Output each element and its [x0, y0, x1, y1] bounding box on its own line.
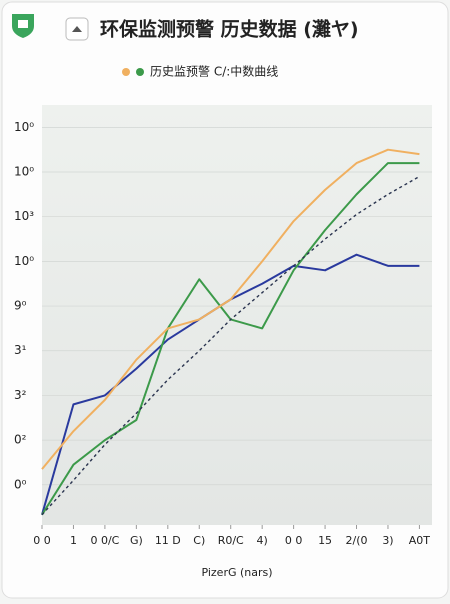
series-line [41, 148, 420, 470]
x-axis-label: PizerG (nars) [201, 566, 272, 579]
x-tick-label: 15 [318, 534, 332, 547]
app-icon-glyph [18, 20, 28, 28]
x-tick-label: R0/C [218, 534, 244, 547]
x-tick-label: G) [130, 534, 143, 547]
x-tick-label: 1 [70, 534, 77, 547]
legend-swatch [136, 68, 144, 76]
y-tick-label: 0² [14, 433, 27, 447]
y-tick-label: 10⁰ [14, 165, 34, 179]
y-tick-label: 10⁰ [14, 254, 34, 268]
x-tick-label: 3) [382, 534, 393, 547]
x-tick-label: 11 D [155, 534, 181, 547]
y-tick-label: 9⁰ [14, 299, 27, 313]
x-tick-label: 4) [257, 534, 268, 547]
x-tick-label: 0 0 [285, 534, 303, 547]
x-tick-label: 2/(0 [346, 534, 368, 547]
y-tick-label: 10⁰ [14, 120, 34, 134]
y-tick-label: 10³ [14, 209, 34, 223]
series-line [41, 175, 420, 516]
x-tick-label: C) [193, 534, 205, 547]
plot-area [42, 105, 432, 525]
legend-text: 历史监预警 C/:中数曲线 [150, 64, 278, 79]
y-tick-label: 3² [14, 388, 27, 402]
chart-title: 环保监测预警 历史数据 (灘ヤ) [100, 18, 359, 41]
x-tick-label: 0 0/C [90, 534, 119, 547]
x-tick-label: A0T [409, 534, 431, 547]
back-icon [72, 26, 82, 32]
legend-swatch [122, 68, 130, 76]
x-tick-label: 0 0 [33, 534, 51, 547]
y-tick-label: 3¹ [14, 343, 27, 357]
y-tick-label: 0⁰ [14, 477, 27, 491]
